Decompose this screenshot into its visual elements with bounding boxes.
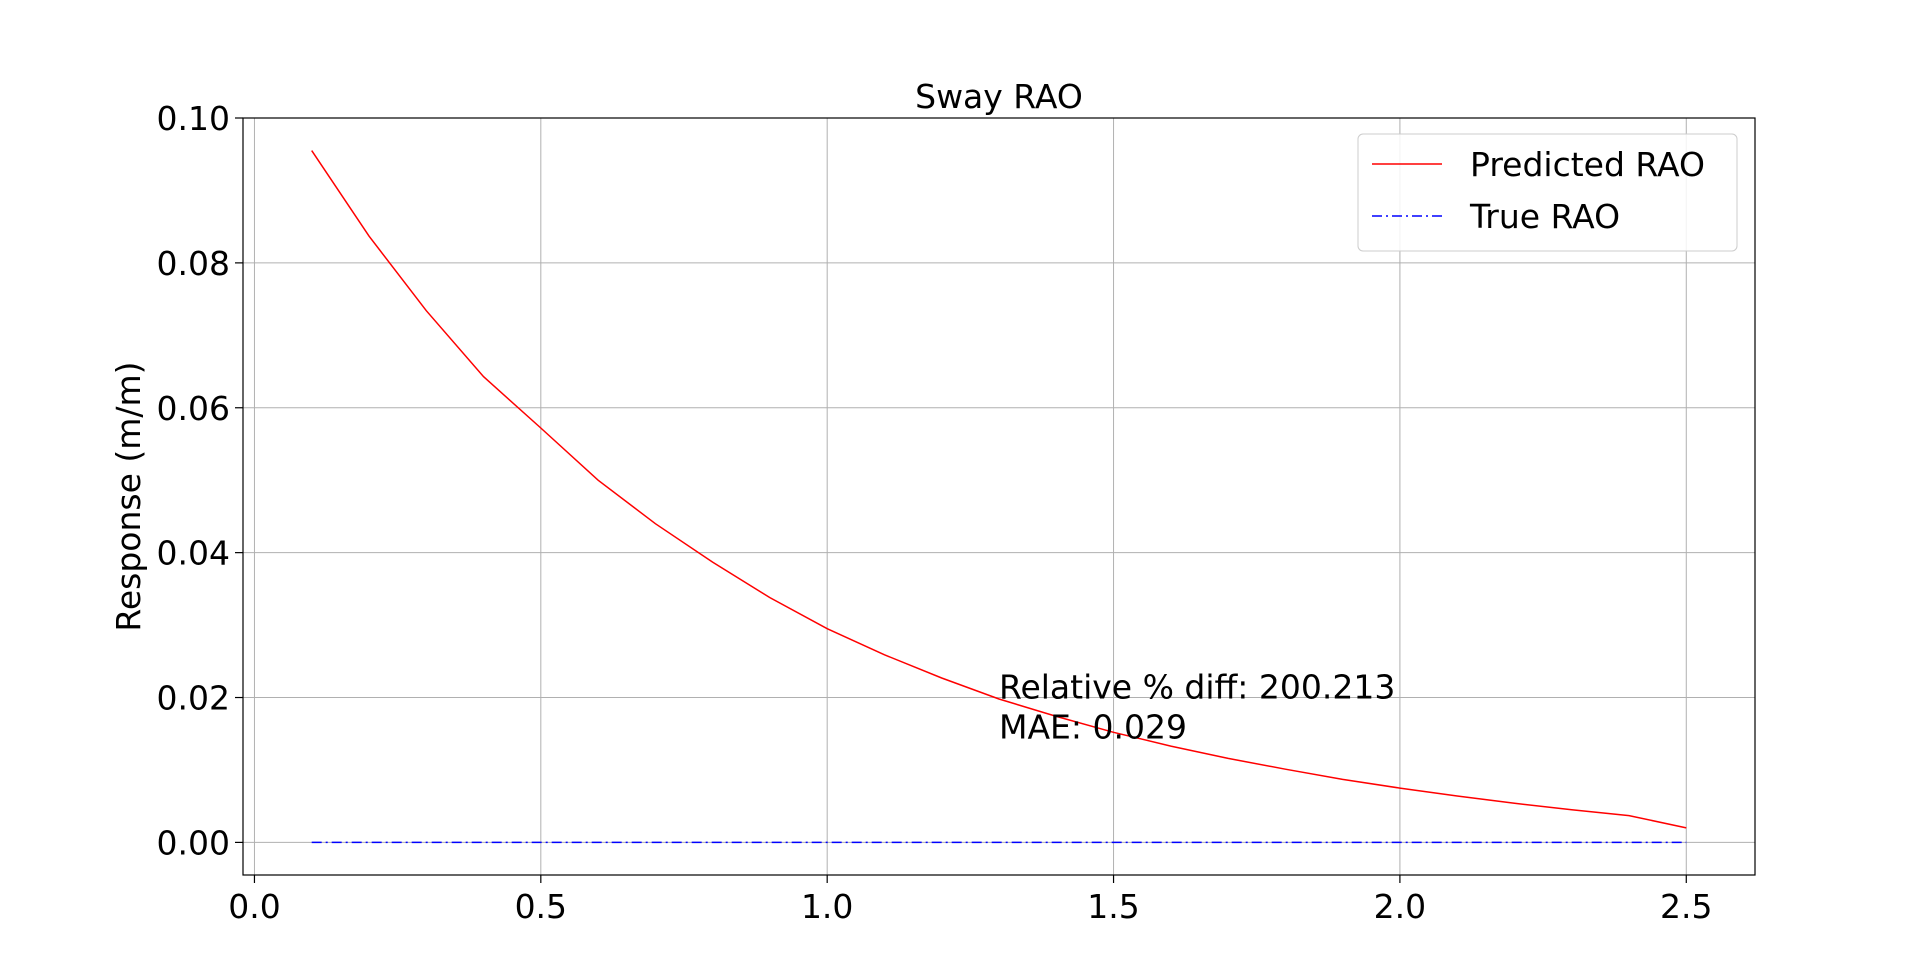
legend-label: True RAO <box>1469 197 1620 236</box>
annotation-text: MAE: 0.029 <box>999 707 1187 746</box>
x-tick-label: 2.0 <box>1374 887 1426 926</box>
legend-label: Predicted RAO <box>1470 145 1705 184</box>
y-tick-label: 0.10 <box>157 99 230 138</box>
ticks: 0.0 0.5 1.0 1.5 2.0 2.5 0.00 0.02 0.04 0.06 0.08 0.… <box>157 99 1713 926</box>
plot-frame <box>242 117 1756 876</box>
x-tick-label: 1.5 <box>1087 887 1139 926</box>
legend-box <box>1357 133 1738 252</box>
y-tick-label: 0.02 <box>157 679 230 718</box>
legend: Predicted RAO True RAO <box>1357 133 1738 252</box>
x-tick-label: 0.5 <box>515 887 567 926</box>
series-layer <box>311 150 1687 844</box>
chart-title: Sway RAO <box>915 77 1083 116</box>
annotation-text: Relative % diff: 200.213 <box>999 668 1395 707</box>
y-tick-label: 0.08 <box>157 244 230 283</box>
x-tick-label: 0.0 <box>228 887 280 926</box>
y-tick-label: 0.00 <box>157 823 230 862</box>
y-axis-label: Response (m/m) <box>109 361 148 631</box>
series-line-predicted-rao <box>311 150 1687 829</box>
x-tick-label: 1.0 <box>801 887 853 926</box>
grid <box>243 117 1755 875</box>
x-tick-label: 2.5 <box>1660 887 1712 926</box>
y-tick-label: 0.06 <box>157 389 230 428</box>
y-tick-label: 0.04 <box>157 534 230 573</box>
